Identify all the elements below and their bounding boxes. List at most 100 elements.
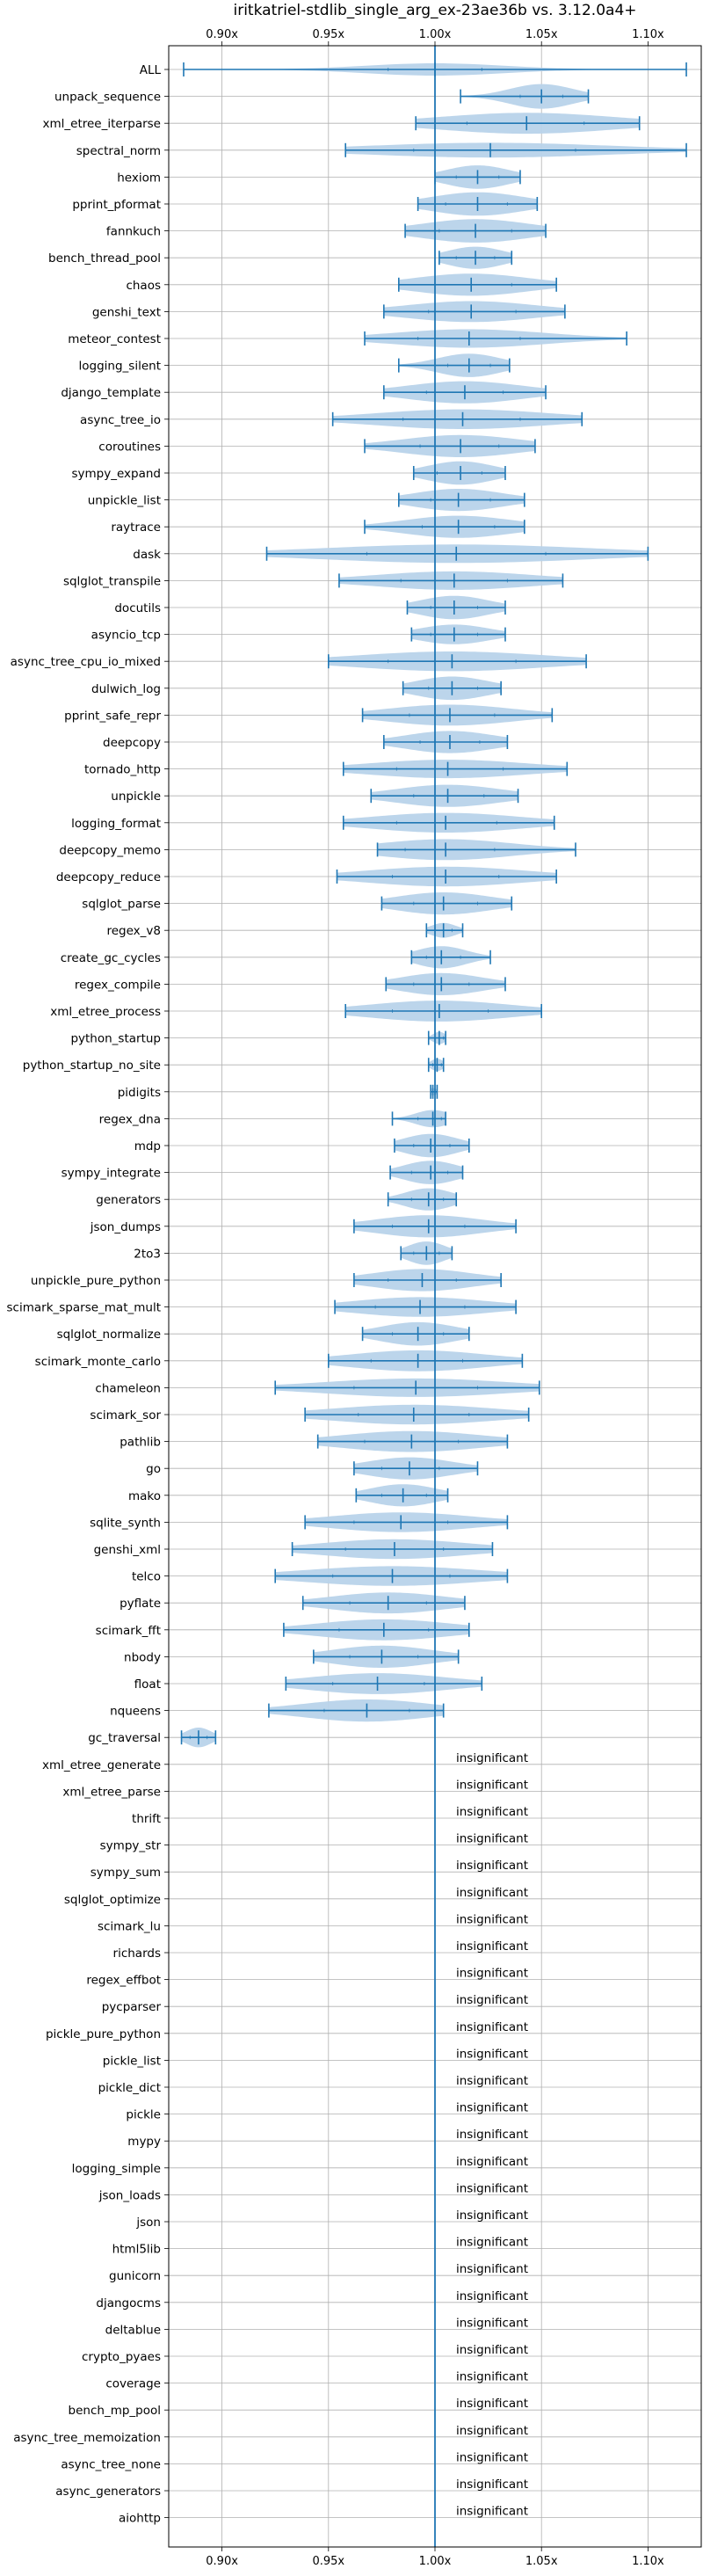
category-label: async_tree_cpu_io_mixed	[11, 655, 161, 669]
category-label: sympy_sum	[91, 1866, 161, 1880]
violin-regex_v8	[425, 923, 464, 938]
category-label: sqlglot_transpile	[63, 574, 161, 588]
category-label: scimark_lu	[98, 1919, 161, 1933]
insignificant-label: insignificant	[456, 1751, 528, 1765]
violin-sqlglot_parse	[380, 896, 513, 911]
category-label: spectral_norm	[76, 144, 161, 158]
x-tick-label-top: 1.00x	[419, 28, 452, 41]
reference-line-group: insignificant insignificant insignificant i…	[434, 46, 528, 2547]
category-label: deepcopy_memo	[59, 843, 161, 857]
category-label: raytrace	[111, 520, 161, 535]
category-label: genshi_xml	[94, 1543, 161, 1557]
category-label: unpickle_list	[88, 494, 161, 508]
insignificant-label: insignificant	[456, 2181, 528, 2195]
category-label: telco	[132, 1570, 161, 1584]
category-label: logging_format	[71, 817, 161, 831]
violin-asyncio_tcp	[410, 627, 506, 642]
category-label: sqlglot_optimize	[64, 1893, 161, 1907]
violin-python_startup_no_site	[427, 1058, 445, 1073]
category-label: gunicorn	[109, 2269, 161, 2283]
violin-chameleon	[274, 1380, 540, 1395]
violin-spectral_norm	[344, 142, 687, 157]
insignificant-label: insignificant	[456, 1912, 528, 1926]
insignificant-label: insignificant	[456, 2074, 528, 2088]
category-label: pycparser	[102, 2000, 162, 2014]
category-label: aiohttp	[119, 2512, 161, 2526]
category-label: coverage	[105, 2377, 161, 2391]
category-label: pprint_safe_repr	[64, 709, 161, 723]
insignificant-label: insignificant	[456, 2128, 528, 2142]
insignificant-label: insignificant	[456, 1993, 528, 2007]
violin-go	[353, 1461, 479, 1476]
category-label: sympy_expand	[71, 467, 161, 481]
category-label: dulwich_log	[91, 682, 161, 696]
category-label: nbody	[124, 1650, 161, 1664]
insignificant-label: insignificant	[456, 2505, 528, 2519]
category-label: nqueens	[110, 1705, 161, 1719]
category-label: xml_etree_parse	[62, 1785, 161, 1799]
violin-meteor_contest	[364, 331, 627, 346]
category-labels: ALL unpack_sequence xml_etree_iterparsespe…	[7, 63, 162, 2526]
violin-docutils	[406, 600, 506, 615]
violin-unpickle	[370, 789, 519, 804]
x-tick-label-bottom: 1.10x	[632, 2555, 664, 2568]
category-label: asyncio_tcp	[91, 629, 161, 643]
category-label: json	[135, 2216, 161, 2230]
violins	[180, 62, 687, 1748]
category-label: regex_compile	[75, 978, 161, 992]
violin-deepcopy_memo	[376, 842, 576, 857]
x-tick-label-top: 0.95x	[312, 28, 344, 41]
violin-genshi_text	[383, 304, 566, 319]
category-label: meteor_contest	[68, 332, 161, 346]
violin-sympy_integrate	[389, 1165, 464, 1180]
category-label: async_generators	[55, 2485, 161, 2499]
category-label: scimark_monte_carlo	[35, 1355, 161, 1369]
insignificant-label: insignificant	[456, 2397, 528, 2411]
category-label: regex_v8	[106, 924, 161, 938]
category-label: mdp	[134, 1139, 161, 1153]
violin-logging_silent	[397, 358, 511, 373]
violin-float	[285, 1677, 483, 1691]
category-label: deepcopy_reduce	[56, 870, 161, 884]
violin-coroutines	[364, 439, 536, 454]
category-label: sqlglot_normalize	[57, 1328, 161, 1342]
insignificant-label: insignificant	[456, 2209, 528, 2223]
category-label: bench_mp_pool	[69, 2404, 161, 2418]
violin-scimark_sor	[304, 1408, 530, 1422]
violin-telco	[274, 1568, 509, 1583]
violin-sympy_expand	[412, 466, 506, 480]
insignificant-label: insignificant	[456, 2450, 528, 2464]
category-label: bench_thread_pool	[48, 251, 161, 266]
plot-frame	[168, 45, 702, 2548]
category-label: regex_effbot	[86, 1974, 161, 1988]
category-label: xml_etree_generate	[42, 1758, 161, 1772]
category-label: gc_traversal	[88, 1731, 161, 1745]
violin-2to3	[400, 1246, 453, 1261]
insignificant-label: insignificant	[456, 2478, 528, 2492]
category-label: logging_simple	[72, 2162, 161, 2176]
category-label: python_startup_no_site	[23, 1059, 161, 1073]
insignificant-label: insignificant	[456, 2155, 528, 2169]
category-label: xml_etree_iterparse	[43, 117, 162, 131]
violin-sqlglot_transpile	[338, 573, 564, 588]
category-label: scimark_sor	[90, 1408, 161, 1423]
category-label: thrift	[132, 1812, 161, 1826]
violin-raytrace	[364, 520, 525, 535]
category-label: dask	[133, 548, 161, 562]
x-tick-label-top: 1.10x	[632, 28, 664, 41]
category-label: pidigits	[118, 1086, 161, 1100]
category-label: json_loads	[98, 2188, 161, 2202]
chart-title: iritkatriel-stdlib_single_arg_ex-23ae36b…	[234, 2, 637, 19]
category-label: pathlib	[120, 1436, 161, 1450]
violin-regex_dna	[391, 1111, 446, 1126]
insignificant-label: insignificant	[456, 2262, 528, 2276]
category-label: regex_dna	[99, 1112, 161, 1126]
category-label: create_gc_cycles	[61, 951, 161, 965]
category-label: mypy	[127, 2135, 161, 2149]
insignificant-label: insignificant	[456, 2289, 528, 2303]
category-label: django_template	[61, 386, 161, 400]
insignificant-label: insignificant	[456, 1939, 528, 1954]
violin-deepcopy	[383, 735, 509, 749]
insignificant-label: insignificant	[456, 2316, 528, 2330]
category-label: docutils	[114, 601, 161, 615]
